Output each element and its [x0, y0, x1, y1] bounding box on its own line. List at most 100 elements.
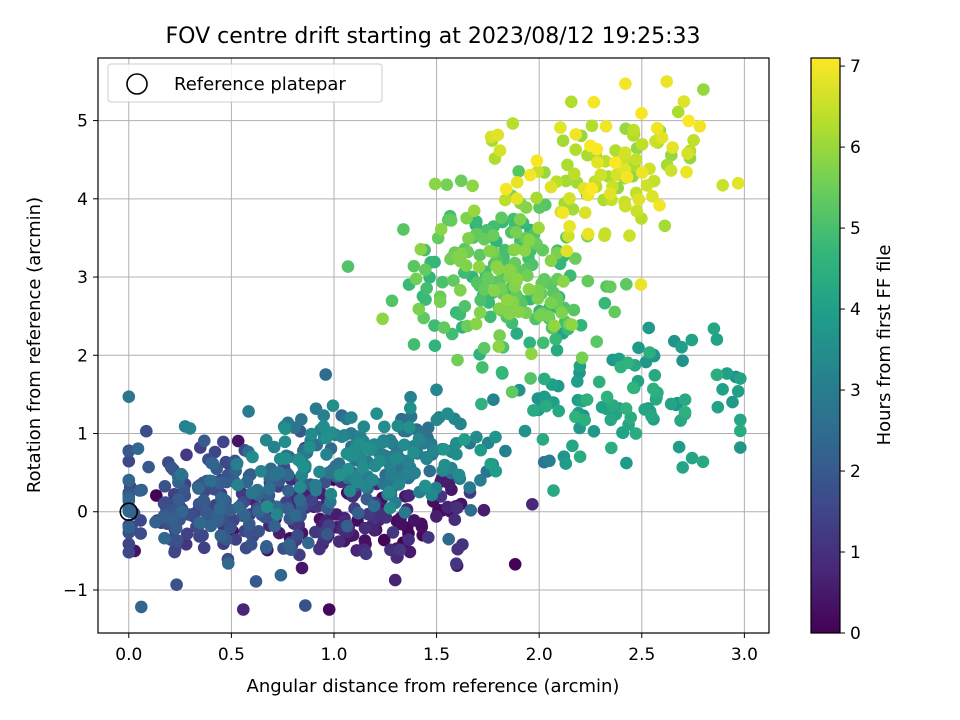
y-tick-label: −1 [63, 581, 88, 601]
data-point [246, 450, 259, 464]
data-point [567, 167, 581, 181]
data-point [193, 516, 207, 529]
data-point [720, 367, 734, 380]
data-point [357, 420, 371, 434]
colorbar-tick-label: 1 [850, 543, 861, 563]
data-point [522, 233, 536, 247]
data-point [660, 75, 673, 88]
data-point [472, 260, 486, 274]
data-point [420, 452, 433, 466]
data-point [467, 204, 481, 218]
data-point [478, 283, 491, 296]
data-point [477, 341, 491, 355]
data-point [510, 176, 524, 189]
data-point [441, 407, 454, 421]
data-point [574, 319, 588, 332]
data-point [632, 193, 646, 206]
data-point [627, 123, 640, 137]
data-point [462, 232, 475, 245]
data-point [591, 156, 604, 169]
data-point [302, 536, 315, 550]
data-point [404, 401, 417, 415]
data-point [567, 303, 581, 317]
data-point [274, 568, 288, 582]
data-point [620, 278, 633, 291]
data-point [484, 457, 498, 471]
data-point [289, 509, 302, 522]
data-point [544, 296, 558, 310]
data-point [332, 535, 346, 548]
data-point [341, 260, 355, 273]
data-point [386, 526, 400, 539]
data-point [512, 305, 525, 319]
data-point [383, 501, 397, 515]
x-tick-label: 0.0 [115, 645, 142, 665]
data-point [710, 368, 724, 382]
data-point [444, 214, 458, 227]
data-point [531, 292, 545, 305]
data-point [562, 229, 575, 243]
data-point [532, 221, 545, 235]
data-point [237, 603, 250, 616]
data-point [407, 338, 421, 351]
data-point [734, 441, 747, 454]
data-point [377, 533, 391, 547]
data-point [402, 533, 415, 546]
data-point [653, 199, 666, 212]
data-point [165, 461, 178, 474]
data-point [242, 405, 255, 418]
data-point [340, 519, 354, 533]
data-point [569, 252, 582, 265]
data-point [352, 506, 365, 520]
data-point [493, 329, 506, 342]
data-point [693, 120, 707, 133]
data-point [434, 223, 448, 236]
data-point [492, 340, 506, 353]
data-point [609, 156, 622, 169]
data-point [428, 177, 442, 191]
data-point [594, 168, 608, 182]
data-point [498, 243, 512, 257]
data-point [259, 433, 273, 447]
data-point [726, 395, 739, 409]
legend-marker-icon [126, 73, 148, 95]
data-point [484, 310, 497, 324]
data-point [309, 478, 322, 492]
data-point [533, 201, 546, 214]
data-point [716, 383, 729, 396]
data-point [499, 444, 512, 458]
data-point [428, 339, 442, 353]
data-point [587, 95, 601, 109]
data-point [678, 393, 692, 407]
x-tick-label: 2.5 [628, 645, 655, 665]
data-point [260, 540, 273, 553]
data-point [438, 458, 452, 472]
data-point [569, 143, 582, 156]
data-point [508, 243, 522, 256]
data-point [197, 494, 210, 507]
data-point [313, 465, 326, 479]
data-point [401, 466, 415, 480]
x-tick-label: 2.0 [526, 645, 553, 665]
data-point [383, 485, 396, 499]
y-tick-label: 1 [77, 425, 88, 445]
data-point [249, 575, 263, 588]
x-axis-label: Angular distance from reference (arcmin) [247, 676, 620, 697]
data-point [397, 223, 410, 236]
data-point [487, 229, 500, 242]
data-point [569, 128, 583, 141]
data-point [642, 321, 656, 335]
data-point [388, 573, 402, 587]
data-point [172, 493, 185, 506]
data-point [491, 128, 505, 142]
data-point [122, 454, 136, 468]
data-point [407, 514, 421, 527]
data-point [335, 430, 349, 444]
colorbar-tick-label: 2 [850, 462, 861, 482]
data-point [619, 77, 632, 91]
data-point [451, 250, 465, 263]
data-point [451, 542, 465, 556]
data-point [672, 440, 686, 454]
data-point [697, 83, 710, 96]
